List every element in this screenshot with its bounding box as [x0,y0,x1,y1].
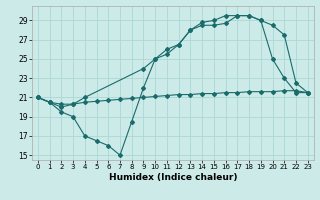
X-axis label: Humidex (Indice chaleur): Humidex (Indice chaleur) [108,173,237,182]
